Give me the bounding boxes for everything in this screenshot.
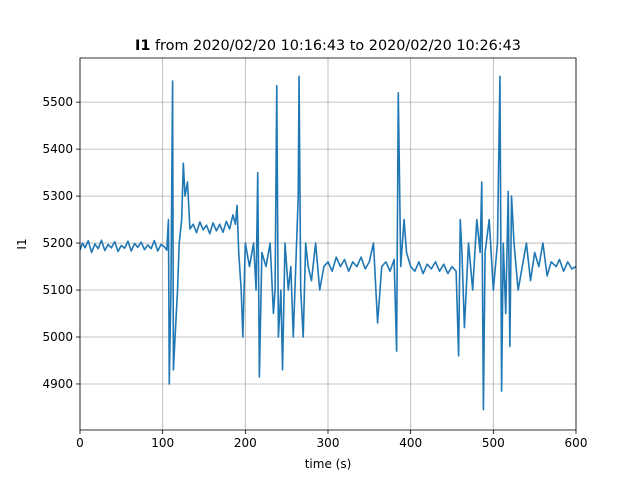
x-tick-label: 600: [565, 436, 588, 450]
x-tick-label: 200: [234, 436, 257, 450]
chart-title: I1 from 2020/02/20 10:16:43 to 2020/02/2…: [135, 38, 521, 54]
y-tick-label: 5000: [42, 330, 73, 344]
y-tick-label: 5300: [42, 189, 73, 203]
y-tick-label: 5500: [42, 95, 73, 109]
y-tick-label: 5100: [42, 283, 73, 297]
y-tick-label: 5200: [42, 236, 73, 250]
x-tick-label: 0: [76, 436, 84, 450]
x-axis-label: time (s): [305, 457, 352, 471]
y-tick-label: 4900: [42, 377, 73, 391]
title-rest: from 2020/02/20 10:16:43 to 2020/02/20 1…: [150, 38, 521, 54]
plot-frame: [79, 57, 577, 431]
title-bold: I1: [135, 38, 150, 54]
x-tick-label: 400: [399, 436, 422, 450]
y-tick-label: 5400: [42, 142, 73, 156]
x-tick-label: 500: [482, 436, 505, 450]
x-tick-label: 100: [151, 436, 174, 450]
x-tick-label: 300: [317, 436, 340, 450]
y-axis-label: I1: [15, 238, 29, 249]
data-line: [80, 75, 576, 411]
